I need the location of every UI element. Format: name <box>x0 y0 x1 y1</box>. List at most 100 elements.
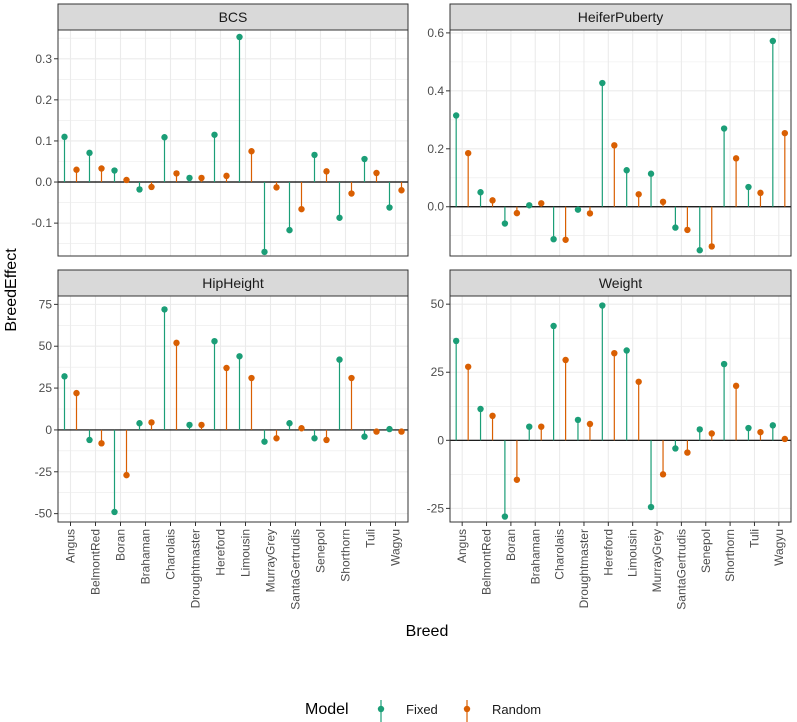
point-random-hereford <box>223 364 230 372</box>
point-fixed-angus <box>61 133 68 141</box>
gridlines <box>450 296 791 522</box>
point-random-wagyu <box>398 428 405 435</box>
point-fixed-tuli <box>361 155 368 163</box>
point-random-limousin <box>248 374 255 382</box>
panel-weight: Weight -25 0 25 50 Angus BelmontRed Boran Braham… <box>427 269 792 610</box>
x-tick-label: Brahaman <box>139 529 153 584</box>
x-axis: Angus BelmontRed Boran Brahaman Charolais Dro… <box>64 522 403 610</box>
point-fixed-brahaman <box>136 420 143 427</box>
point-random-senepol <box>323 436 330 444</box>
point-random-angus <box>73 389 80 397</box>
point-random-limousin <box>635 191 642 198</box>
x-tick-label: Hereford <box>601 529 615 576</box>
panel-background <box>450 296 791 522</box>
x-tick-label: Droughtmaster <box>189 529 203 608</box>
y-tick-label: 0.1 <box>35 134 52 148</box>
point-fixed-brahaman <box>526 202 533 209</box>
point-fixed-santagertrudis <box>672 445 679 452</box>
point-fixed-senepol <box>311 435 318 442</box>
point-fixed-droughtmaster <box>186 174 193 182</box>
y-tick-label: -0.1 <box>31 216 52 230</box>
legend-key-point <box>377 705 385 713</box>
gridlines <box>58 296 408 522</box>
point-random-belmontred <box>489 197 496 204</box>
point-fixed-wagyu <box>769 422 777 429</box>
point-fixed-senepol <box>696 247 703 254</box>
point-fixed-limousin <box>236 353 243 360</box>
point-random-senepol <box>708 430 715 437</box>
point-fixed-murraygrey <box>261 248 268 256</box>
legend-key-point <box>463 705 471 713</box>
x-tick-label: Angus <box>64 529 78 563</box>
point-fixed-wagyu <box>386 204 393 211</box>
facet-title: BCS <box>219 9 248 25</box>
y-tick-label: 0.0 <box>35 175 52 189</box>
point-fixed-murraygrey <box>261 438 268 445</box>
y-tick-label: 25 <box>431 365 445 379</box>
point-random-belmontred <box>98 440 105 447</box>
x-axis: Angus BelmontRed Boran Brahaman Charolais Dro… <box>455 522 786 610</box>
point-random-charolais <box>173 170 180 177</box>
y-tick-label: 0.3 <box>35 52 52 66</box>
point-fixed-angus <box>452 112 460 119</box>
point-fixed-wagyu <box>386 425 393 433</box>
series-fixed <box>61 33 393 256</box>
point-fixed-hereford <box>599 302 606 309</box>
point-random-angus <box>464 149 472 157</box>
facet-strip-heiferpuberty: HeiferPuberty <box>449 3 792 31</box>
legend-label-random: Random <box>492 702 541 717</box>
x-tick-label: BelmontRed <box>480 529 494 595</box>
point-fixed-shorthorn <box>336 214 343 221</box>
facet-strip-bg <box>449 3 792 31</box>
y-tick-label: -25 <box>427 501 445 515</box>
point-fixed-murraygrey <box>647 170 655 177</box>
legend-key-random <box>463 700 471 722</box>
point-fixed-droughtmaster <box>186 421 193 429</box>
point-fixed-boran <box>111 508 118 516</box>
x-tick-label: Wagyu <box>772 529 786 566</box>
point-random-murraygrey <box>659 198 667 206</box>
x-tick-label: Boran <box>114 529 128 561</box>
point-fixed-charolais <box>161 134 168 141</box>
y-tick-label: 75 <box>39 297 53 311</box>
point-fixed-murraygrey <box>647 503 655 511</box>
panel-border <box>449 29 792 257</box>
y-tick-label: 50 <box>431 297 445 311</box>
y-tick-label: 0.2 <box>35 93 52 107</box>
x-tick-label: Shorthorn <box>339 529 353 582</box>
facet-strip-bg <box>57 3 409 31</box>
y-axis: -50 -25 0 25 50 75 <box>35 297 58 521</box>
x-tick-label: Charolais <box>553 529 567 580</box>
point-fixed-santagertrudis <box>286 420 293 427</box>
x-tick-label: Shorthorn <box>723 529 737 582</box>
facet-strip-hipheight: HipHeight <box>57 269 409 297</box>
panel-border <box>449 295 792 523</box>
point-fixed-charolais <box>550 235 557 243</box>
point-random-hereford <box>223 172 230 180</box>
legend: Model Fixed Random <box>305 700 541 722</box>
y-tick-label: -50 <box>35 507 53 521</box>
series-random <box>464 129 789 250</box>
point-fixed-limousin <box>623 347 630 354</box>
y-tick-label: 50 <box>39 339 53 353</box>
point-fixed-santagertrudis <box>672 224 679 231</box>
point-random-santagertrudis <box>684 226 691 234</box>
point-fixed-brahaman <box>526 423 533 430</box>
point-random-senepol <box>323 168 330 175</box>
point-fixed-tuli <box>361 433 368 440</box>
gridlines <box>58 30 408 256</box>
point-random-murraygrey <box>273 435 280 442</box>
point-fixed-santagertrudis <box>286 226 293 234</box>
point-fixed-angus <box>452 337 460 345</box>
facet-strip-weight: Weight <box>449 269 792 297</box>
point-random-tuli <box>757 428 764 436</box>
point-random-limousin <box>635 378 642 385</box>
point-random-tuli <box>373 428 380 435</box>
point-fixed-senepol <box>696 426 703 433</box>
x-tick-label: Limousin <box>626 529 640 577</box>
point-random-angus <box>73 166 80 173</box>
point-random-murraygrey <box>659 471 667 478</box>
y-axis-title: BreedEffect <box>3 248 20 332</box>
x-tick-label: Tuli <box>364 529 378 548</box>
